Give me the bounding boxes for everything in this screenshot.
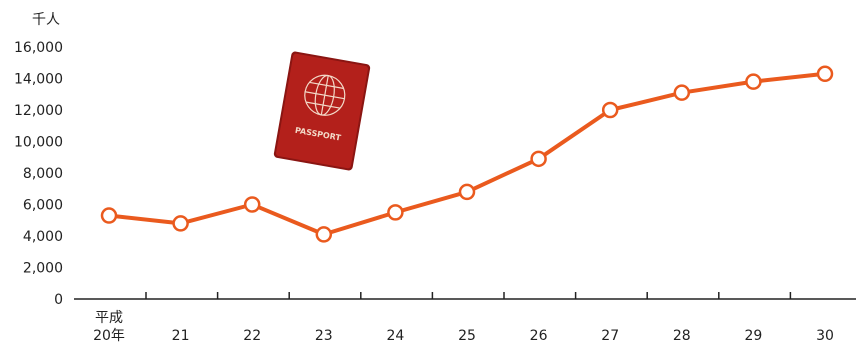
x-tick-label: 22: [243, 328, 261, 342]
data-point: [387, 204, 404, 221]
y-tick-label: 8,000: [23, 166, 63, 182]
x-tick-label: 29: [744, 328, 762, 342]
x-tick-label: 23: [315, 328, 333, 342]
data-point: [243, 196, 261, 213]
data-point: [673, 84, 691, 101]
series-line: [107, 71, 827, 237]
x-tick-label: 20年: [93, 328, 125, 342]
x-axis-labels: 平成 20年 21 22 23 24 25 26 27 28 29 30: [93, 310, 834, 342]
data-point: [816, 65, 834, 83]
y-tick-label: 6,000: [23, 198, 63, 214]
y-tick-label: 4,000: [23, 229, 63, 245]
data-point: [601, 101, 619, 119]
x-tick-label-prefix: 平成: [95, 310, 123, 326]
data-point: [315, 226, 333, 243]
x-tick-label: 28: [673, 328, 691, 342]
data-point: [458, 183, 476, 201]
y-tick-label: 10,000: [14, 135, 63, 151]
x-tick-label: 25: [458, 328, 476, 342]
data-point: [100, 207, 118, 224]
data-point: [530, 150, 547, 168]
x-tick-label: 26: [530, 328, 548, 342]
y-tick-label: 12,000: [14, 103, 63, 119]
x-tick-label: 24: [386, 328, 404, 342]
globe-icon: [304, 74, 346, 116]
y-tick-label: 0: [54, 292, 63, 308]
y-tick-label: 14,000: [14, 72, 63, 88]
y-axis-unit-label: 千人: [32, 12, 60, 28]
x-tick-label: 30: [816, 328, 834, 342]
x-tick-label: 21: [172, 328, 190, 342]
y-tick-label: 2,000: [23, 261, 63, 277]
y-tick-label: 16,000: [14, 40, 63, 56]
data-point: [172, 215, 189, 232]
passport-icon: PASSPORT: [273, 51, 371, 171]
y-axis: 0 2,000 4,000 6,000 8,000 10,000 12,000 14,000 1…: [14, 40, 63, 308]
x-axis-ticks: [145, 292, 792, 299]
series-points: [100, 65, 834, 243]
data-point: [745, 73, 762, 90]
x-tick-label: 27: [601, 328, 619, 342]
